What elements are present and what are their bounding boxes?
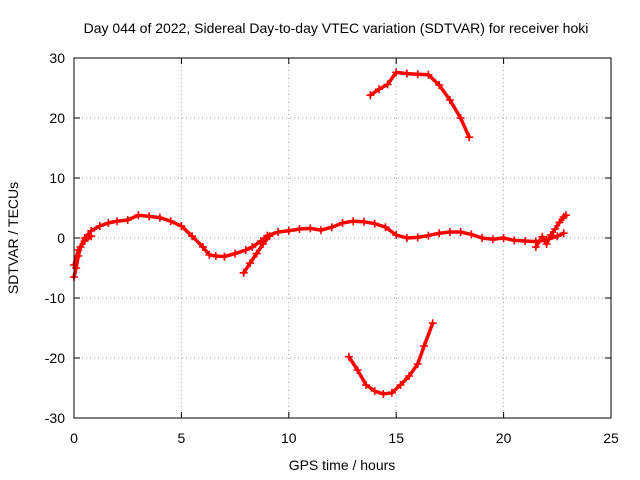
series-main-track <box>70 211 568 281</box>
data-point-markers <box>531 211 570 251</box>
series-upper-arc <box>366 68 474 142</box>
y-tick-label: -20 <box>45 350 65 366</box>
x-tick-label: 25 <box>603 430 619 446</box>
data-series <box>70 68 570 398</box>
x-tick-label: 5 <box>178 430 186 446</box>
y-axis-label: SDTVAR / TECUs <box>5 182 21 294</box>
series-lower-arc <box>344 319 437 398</box>
x-tick-label: 15 <box>388 430 404 446</box>
series-late-spread-branch <box>531 211 570 251</box>
series-line <box>347 321 435 396</box>
series-line <box>72 213 566 279</box>
x-tick-labels: 0 5 10 15 20 25 <box>70 430 619 446</box>
y-tick-label: -10 <box>45 290 65 306</box>
axis-ticks <box>73 57 612 419</box>
y-tick-label: 10 <box>49 170 65 186</box>
x-tick-label: 20 <box>496 430 512 446</box>
x-tick-label: 10 <box>281 430 297 446</box>
data-point-markers <box>70 211 568 281</box>
data-point-markers <box>239 232 274 277</box>
series-short-rising-branch <box>239 232 274 277</box>
data-point-markers <box>366 68 474 142</box>
chart-title: Day 044 of 2022, Sidereal Day-to-day VTE… <box>84 20 589 36</box>
data-point-markers <box>344 319 437 398</box>
y-tick-labels: -30 -20 -10 0 10 20 30 <box>45 50 65 426</box>
y-tick-label: -30 <box>45 410 65 426</box>
y-tick-label: 20 <box>49 110 65 126</box>
x-tick-label: 0 <box>70 430 78 446</box>
y-tick-label: 30 <box>49 50 65 66</box>
grid-lines <box>74 58 611 418</box>
y-tick-label: 0 <box>57 230 65 246</box>
series-line <box>72 234 93 267</box>
series-line <box>368 70 471 139</box>
x-axis-label: GPS time / hours <box>289 457 396 473</box>
